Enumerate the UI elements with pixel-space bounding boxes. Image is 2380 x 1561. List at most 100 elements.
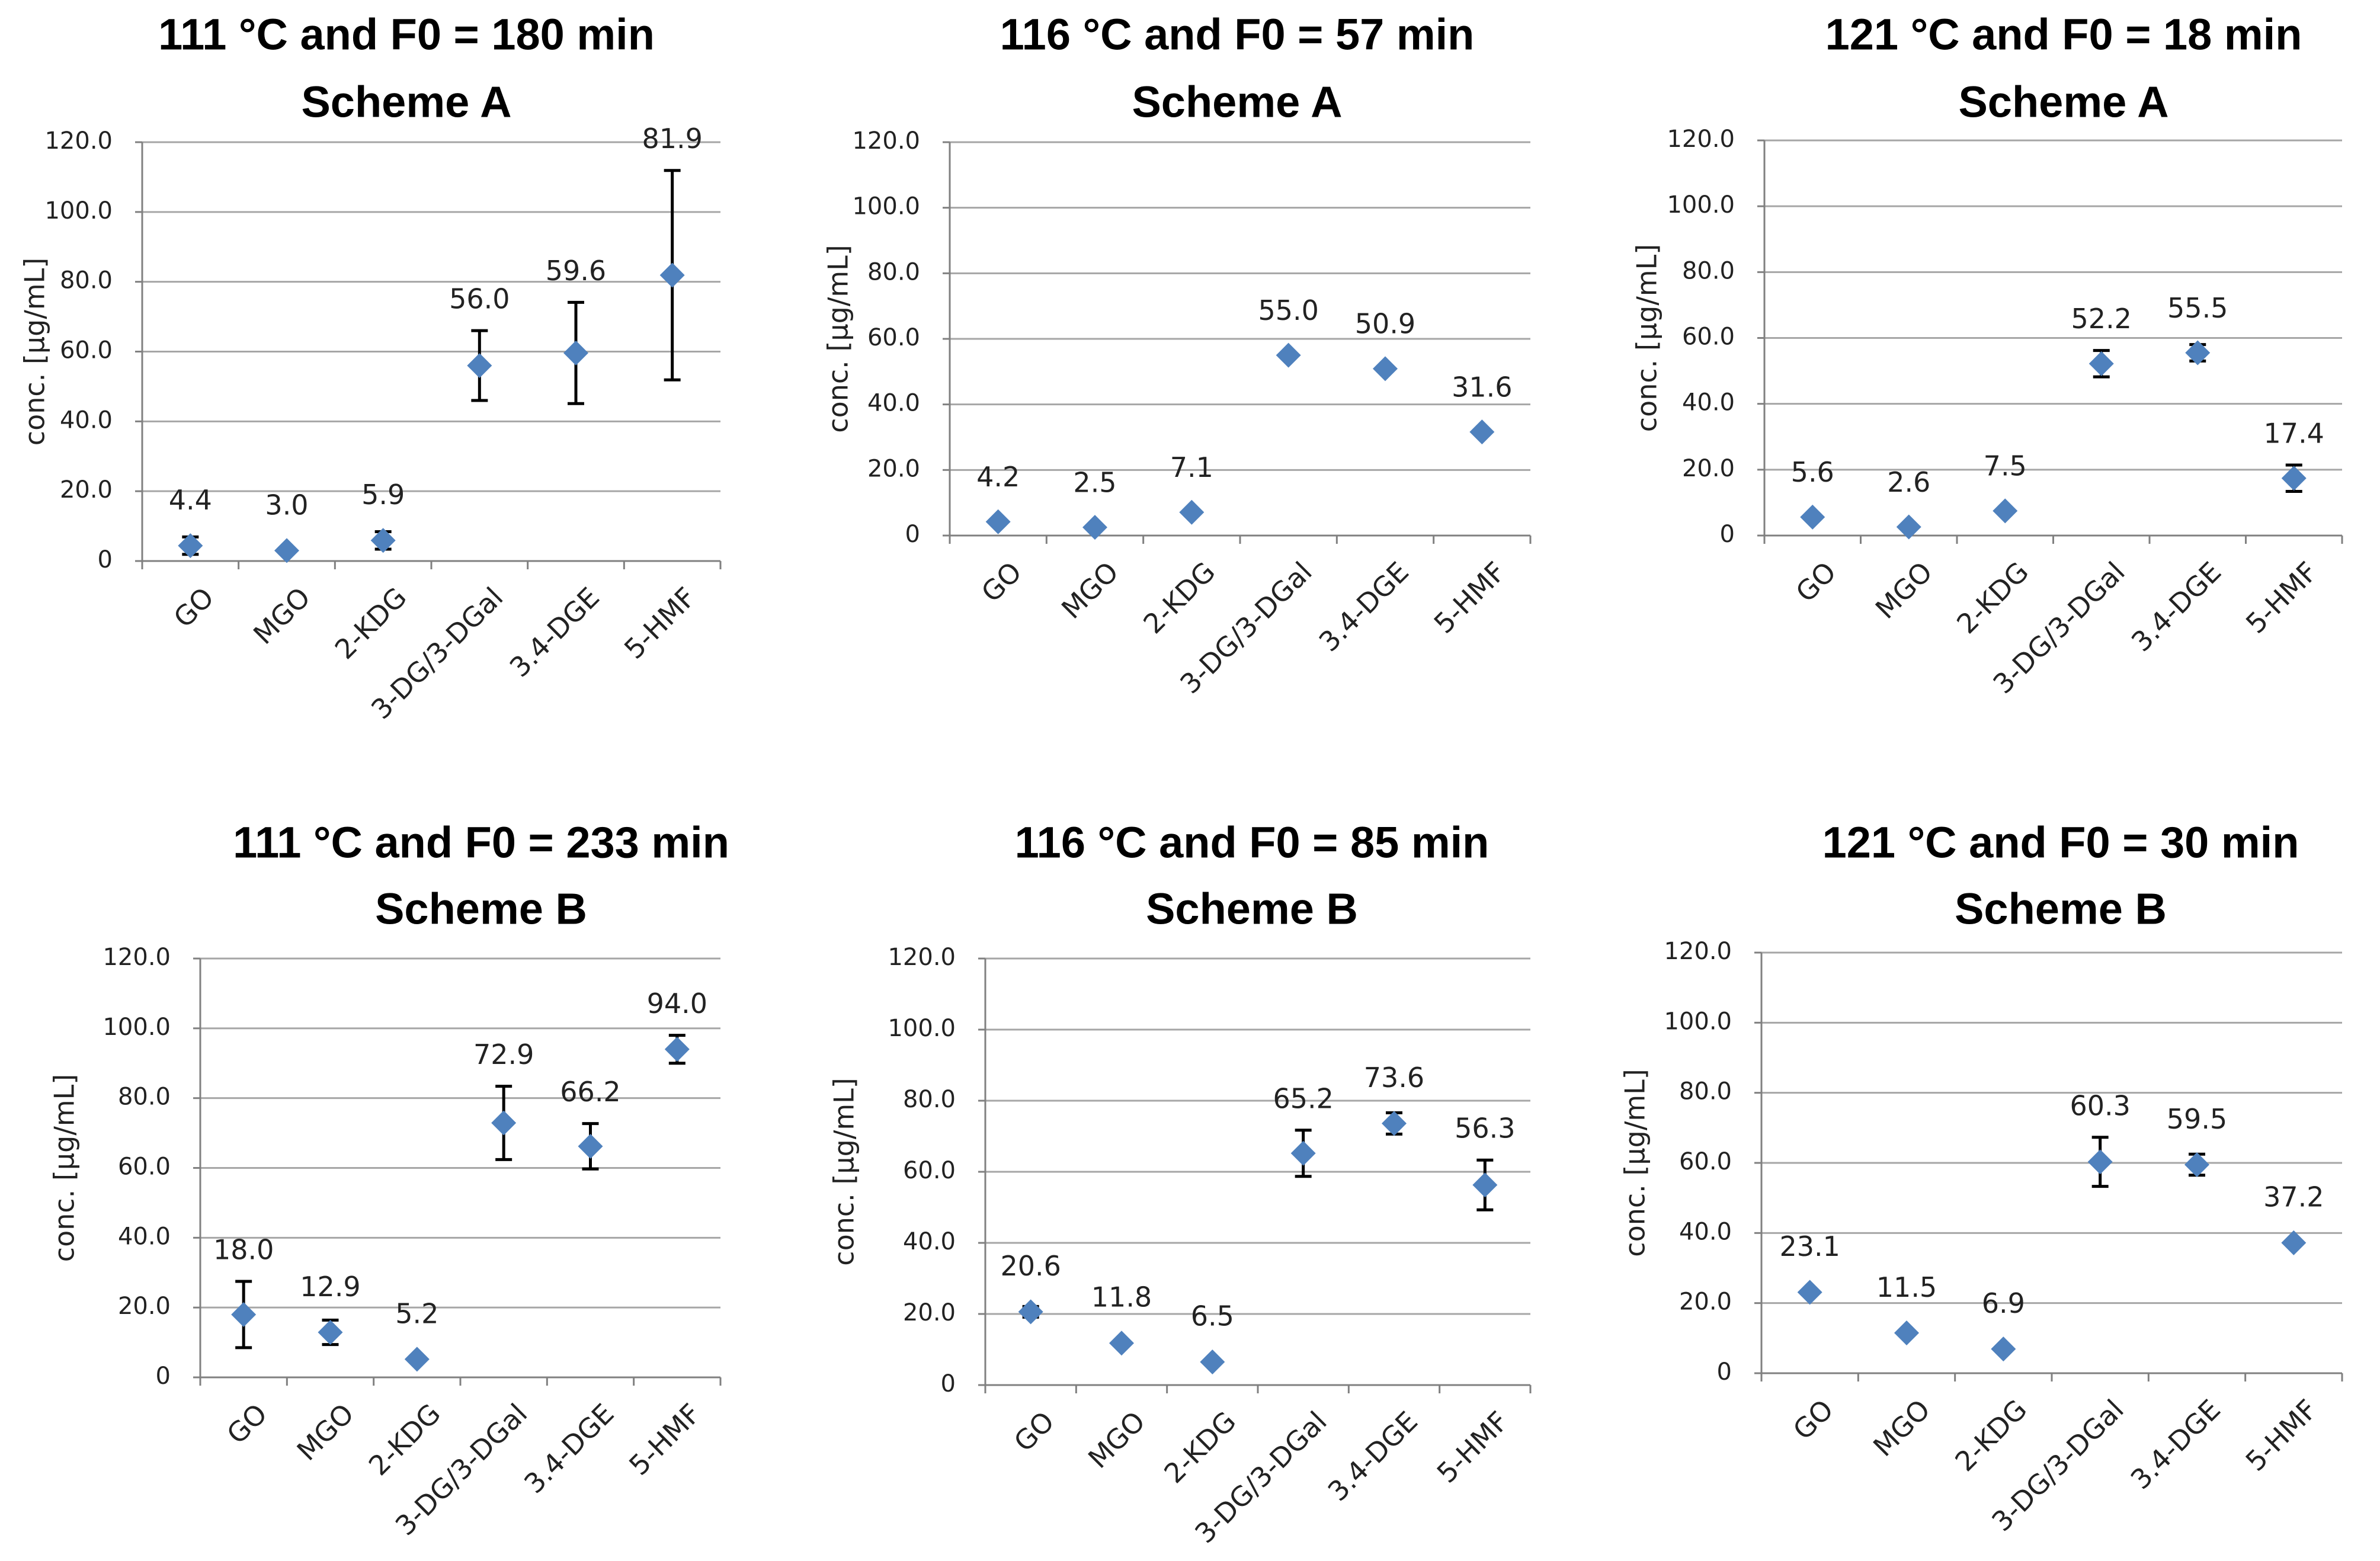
x-category-label: 2-KDG [1137, 556, 1221, 640]
data-point [491, 1110, 517, 1136]
data-point [1018, 1299, 1043, 1325]
chart-subtitle: Scheme A [1958, 78, 2168, 127]
data-label: 66.2 [560, 1076, 620, 1108]
data-label: 55.0 [1258, 294, 1318, 326]
y-tick-label: 0 [905, 521, 920, 548]
x-category-label: MGO [247, 581, 316, 650]
y-tick-label: 60.0 [867, 324, 920, 351]
x-category-label: GO [975, 556, 1028, 608]
data-label: 7.1 [1170, 451, 1213, 483]
data-label: 31.6 [1452, 371, 1512, 403]
data-label: 52.2 [2071, 303, 2132, 335]
y-axis-label: conc. [µg/mL] [1631, 244, 1663, 432]
y-axis-label: conc. [µg/mL] [822, 245, 854, 432]
y-axis-label: conc. [µg/mL] [828, 1078, 860, 1265]
data-label: 3.0 [265, 489, 308, 521]
y-tick-label: 0 [1720, 521, 1735, 548]
y-tick-label: 40.0 [60, 406, 113, 434]
y-tick-label: 0 [1717, 1358, 1732, 1386]
data-label: 56.0 [449, 283, 510, 315]
x-category-label: MGO [291, 1397, 360, 1467]
y-tick-label: 100.0 [888, 1015, 956, 1042]
data-point [2184, 1152, 2209, 1177]
data-label: 37.2 [2263, 1181, 2324, 1213]
y-tick-label: 0 [98, 546, 113, 573]
x-category-label: GO [167, 581, 220, 634]
y-tick-label: 100.0 [852, 193, 920, 220]
data-label: 17.4 [2264, 418, 2324, 450]
chart-title: 116 °C and F0 = 85 min [1015, 818, 1489, 867]
x-category-label: 3.4-DGE [504, 581, 606, 683]
data-point [578, 1133, 603, 1159]
data-label: 23.1 [1779, 1230, 1840, 1262]
x-category-label: 3.4-DGE [1322, 1405, 1424, 1507]
x-category-label: 5-HMF [623, 1397, 707, 1482]
chart-subtitle: Scheme A [1132, 78, 1342, 127]
data-point [404, 1347, 430, 1372]
y-tick-label: 80.0 [118, 1084, 171, 1111]
data-label: 5.2 [395, 1297, 438, 1329]
data-label: 11.8 [1091, 1281, 1152, 1313]
data-label: 65.2 [1273, 1082, 1333, 1114]
x-category-label: 5-HMF [618, 581, 702, 665]
y-tick-label: 100.0 [44, 197, 113, 225]
data-point [370, 528, 396, 553]
data-point [274, 538, 299, 563]
y-tick-label: 60.0 [1679, 1148, 1732, 1175]
y-axis-label: conc. [µg/mL] [19, 258, 51, 445]
data-label: 55.5 [2167, 292, 2228, 324]
x-category-label: 5-HMF [2240, 1393, 2324, 1477]
y-tick-label: 120.0 [44, 127, 113, 155]
data-label: 18.0 [213, 1233, 274, 1265]
y-tick-label: 0 [156, 1363, 171, 1390]
x-category-label: 3.4-DGE [2125, 556, 2227, 658]
data-label: 11.5 [1876, 1271, 1937, 1303]
y-tick-label: 60.0 [1682, 323, 1735, 351]
y-tick-label: 120.0 [888, 944, 956, 971]
y-tick-label: 120.0 [1667, 126, 1735, 153]
chart-panel-1: 111 °C and F0 = 180 min Scheme A 0 20.0 40.0… [19, 10, 722, 725]
data-label: 2.5 [1073, 467, 1116, 499]
x-category-label: 3.4-DGE [518, 1397, 620, 1499]
x-category-label: 2-KDG [1158, 1405, 1242, 1489]
data-point [1469, 419, 1495, 445]
data-point [1800, 504, 1825, 530]
data-point [1991, 1336, 2016, 1362]
data-label: 20.6 [1000, 1250, 1061, 1282]
y-tick-label: 80.0 [1682, 257, 1735, 284]
data-point [178, 533, 203, 559]
chart-panel-6: 121 °C and F0 = 30 min Scheme B 0 20.0 40.0 6… [1619, 818, 2343, 1537]
y-tick-label: 60.0 [118, 1153, 171, 1181]
x-category-label: 5-HMF [2240, 556, 2324, 640]
x-category-label: 3.4-DGE [1313, 556, 1415, 658]
y-tick-label: 40.0 [867, 390, 920, 417]
data-label: 73.6 [1364, 1062, 1424, 1094]
data-point [1179, 499, 1205, 525]
data-label: 50.9 [1355, 308, 1415, 340]
chart-title: 121 °C and F0 = 30 min [1822, 818, 2299, 867]
data-point [659, 262, 685, 288]
y-axis-label: conc. [µg/mL] [1619, 1069, 1651, 1257]
chart-title: 111 °C and F0 = 180 min [158, 10, 655, 59]
data-point [467, 353, 492, 379]
data-point [664, 1037, 690, 1062]
data-label: 72.9 [473, 1038, 534, 1070]
data-label: 94.0 [647, 988, 707, 1020]
data-point [1082, 515, 1107, 540]
data-label: 4.4 [169, 484, 212, 516]
x-category-label: GO [220, 1397, 273, 1450]
data-point [2087, 1149, 2113, 1175]
x-category-label: 2-KDG [1950, 556, 2035, 640]
data-point [2281, 1230, 2307, 1255]
data-point [1373, 356, 1398, 382]
data-label: 59.5 [2167, 1103, 2227, 1135]
y-tick-label: 80.0 [903, 1086, 956, 1113]
data-label: 56.3 [1455, 1113, 1515, 1145]
data-label: 4.2 [976, 461, 1020, 493]
y-tick-label: 80.0 [60, 267, 113, 294]
y-tick-label: 60.0 [60, 337, 113, 364]
x-category-label: MGO [1082, 1405, 1151, 1475]
y-tick-label: 0 [941, 1370, 956, 1397]
y-tick-label: 100.0 [102, 1014, 171, 1041]
